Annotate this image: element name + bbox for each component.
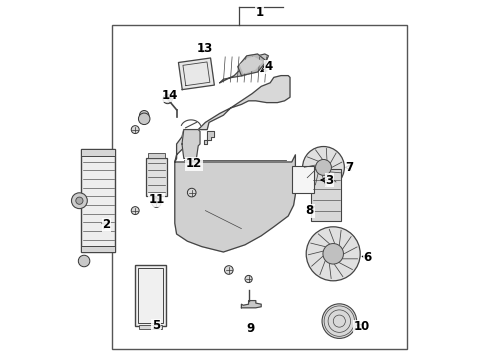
Text: 6: 6 <box>363 251 371 264</box>
Text: 10: 10 <box>354 320 370 333</box>
Circle shape <box>303 147 344 188</box>
Text: 9: 9 <box>246 322 255 335</box>
Bar <box>146 158 167 196</box>
Polygon shape <box>178 58 214 90</box>
Polygon shape <box>175 76 290 162</box>
Text: 11: 11 <box>148 193 165 206</box>
Bar <box>139 268 163 323</box>
Circle shape <box>187 188 196 197</box>
Circle shape <box>163 94 172 104</box>
Circle shape <box>152 198 161 207</box>
Circle shape <box>245 275 252 283</box>
Circle shape <box>131 126 139 134</box>
Circle shape <box>306 227 360 281</box>
Bar <box>81 149 116 252</box>
Polygon shape <box>175 155 295 252</box>
Text: 13: 13 <box>196 42 213 55</box>
Text: 7: 7 <box>345 161 353 174</box>
Text: 1: 1 <box>255 6 264 19</box>
Circle shape <box>323 243 343 264</box>
Circle shape <box>224 266 233 274</box>
Text: 8: 8 <box>306 204 314 217</box>
Text: 5: 5 <box>152 319 160 332</box>
Text: 14: 14 <box>161 89 177 102</box>
Polygon shape <box>240 57 262 73</box>
Circle shape <box>140 111 149 120</box>
Bar <box>148 153 165 158</box>
Polygon shape <box>238 54 267 76</box>
Polygon shape <box>220 54 269 83</box>
Text: 12: 12 <box>186 157 202 170</box>
Bar <box>139 325 162 329</box>
Circle shape <box>316 159 331 175</box>
Text: 4: 4 <box>264 60 272 73</box>
Bar <box>81 149 116 156</box>
Circle shape <box>139 113 150 125</box>
Polygon shape <box>182 130 200 158</box>
Circle shape <box>76 197 83 204</box>
Bar <box>112 25 407 349</box>
Bar <box>292 166 314 193</box>
Text: 2: 2 <box>102 219 110 231</box>
Bar <box>81 246 116 252</box>
Polygon shape <box>204 131 215 144</box>
Circle shape <box>131 207 139 215</box>
Circle shape <box>322 304 357 338</box>
Text: 3: 3 <box>325 174 334 186</box>
Circle shape <box>72 193 87 208</box>
Polygon shape <box>242 301 261 308</box>
Bar <box>311 169 342 221</box>
Bar <box>135 265 166 326</box>
Circle shape <box>78 255 90 267</box>
